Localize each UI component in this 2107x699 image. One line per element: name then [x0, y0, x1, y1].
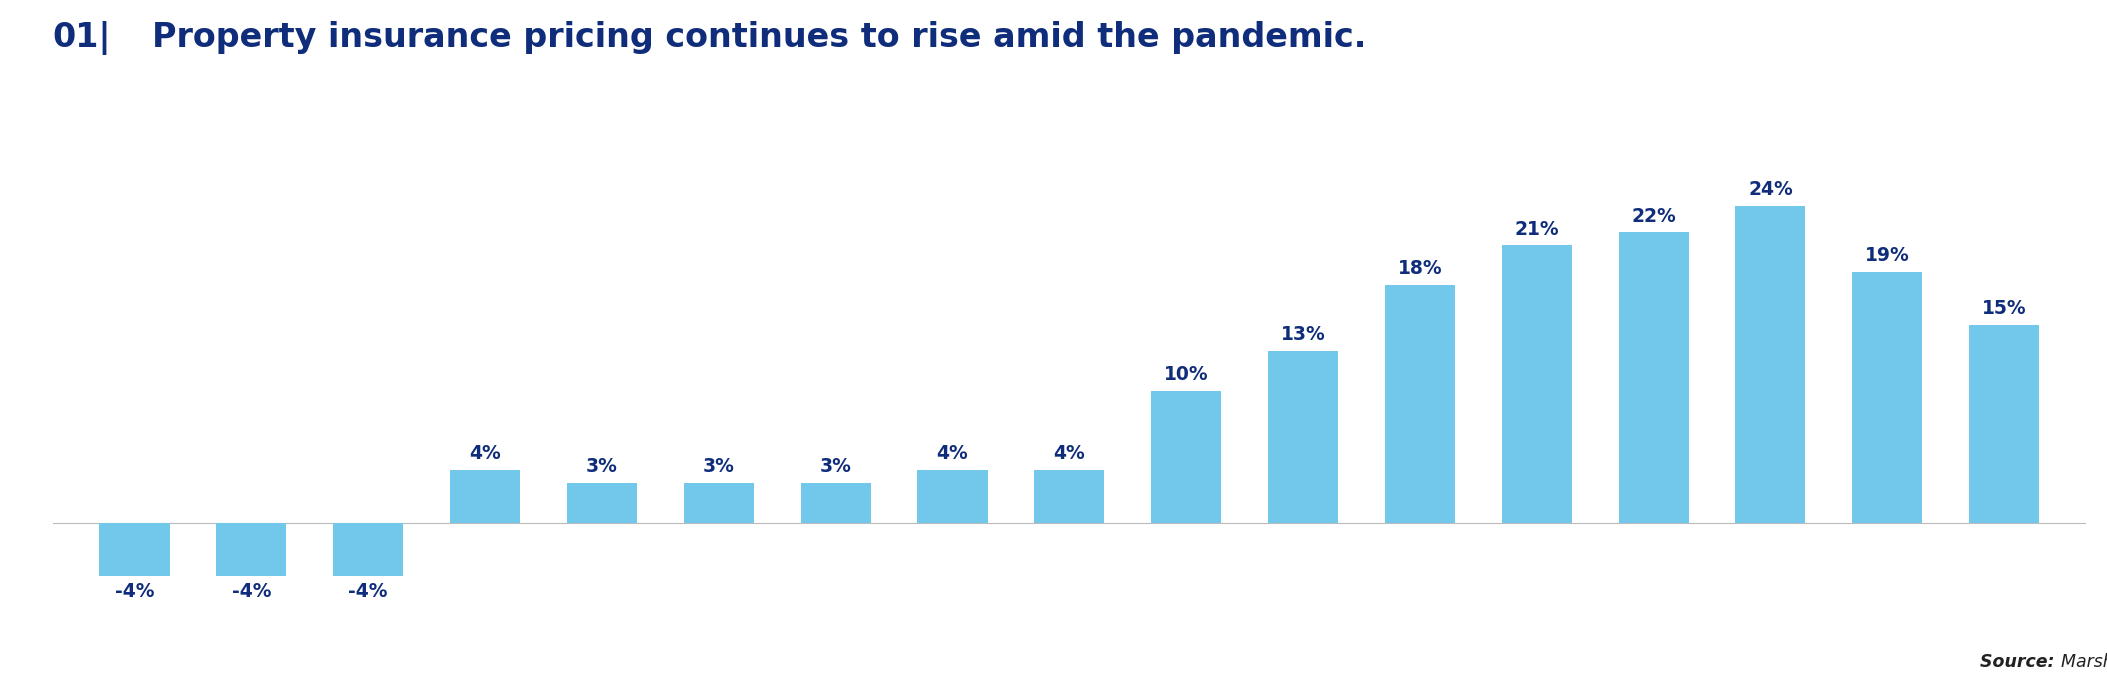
Bar — [333, 523, 402, 575]
Bar — [1150, 391, 1222, 523]
Text: 19%: 19% — [1865, 246, 1909, 265]
Text: -4%: -4% — [114, 582, 154, 601]
Text: 18%: 18% — [1397, 259, 1441, 278]
Text: Source:: Source: — [1981, 653, 2061, 671]
Text: Property insurance pricing continues to rise amid the pandemic.: Property insurance pricing continues to … — [152, 21, 1365, 54]
Bar — [1384, 285, 1456, 523]
Bar — [1970, 324, 2040, 523]
Bar — [567, 483, 636, 523]
Text: 13%: 13% — [1281, 326, 1325, 345]
Bar — [451, 470, 520, 523]
Text: 01|: 01| — [53, 21, 112, 55]
Bar — [1852, 272, 1922, 523]
Bar — [801, 483, 870, 523]
Bar — [1502, 245, 1572, 523]
Bar — [683, 483, 754, 523]
Text: 4%: 4% — [1054, 445, 1085, 463]
Bar — [1736, 206, 1806, 523]
Text: Marsh Specialty and Global Placement: Marsh Specialty and Global Placement — [2061, 653, 2107, 671]
Text: -4%: -4% — [232, 582, 272, 601]
Bar — [917, 470, 988, 523]
Text: 3%: 3% — [586, 457, 617, 477]
Text: 3%: 3% — [820, 457, 851, 477]
Bar — [99, 523, 169, 575]
Text: 24%: 24% — [1749, 180, 1793, 199]
Text: 4%: 4% — [938, 445, 969, 463]
Text: 3%: 3% — [704, 457, 735, 477]
Text: 21%: 21% — [1515, 219, 1559, 239]
Text: 15%: 15% — [1983, 299, 2027, 318]
Text: 10%: 10% — [1163, 365, 1209, 384]
Bar — [1035, 470, 1104, 523]
Text: 22%: 22% — [1631, 207, 1675, 226]
Bar — [1618, 232, 1688, 523]
Text: -4%: -4% — [348, 582, 388, 601]
Text: 4%: 4% — [470, 445, 501, 463]
Bar — [217, 523, 287, 575]
Bar — [1268, 351, 1338, 523]
